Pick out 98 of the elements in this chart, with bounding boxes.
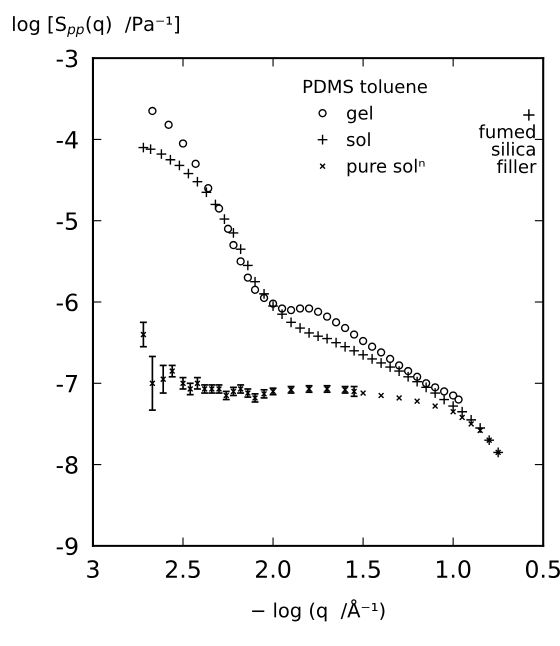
point <box>145 144 156 155</box>
point <box>244 273 252 282</box>
point <box>396 394 402 402</box>
legend-label: gel <box>347 106 372 124</box>
point <box>138 142 149 154</box>
y-axis-title: log [S$_{pp}$(q) /Pa⁻¹] <box>13 16 179 37</box>
point <box>386 354 394 364</box>
point <box>224 224 232 234</box>
point <box>174 160 185 171</box>
point <box>192 176 203 188</box>
point <box>394 366 405 377</box>
point <box>330 337 342 348</box>
point <box>169 368 176 374</box>
point <box>286 306 296 314</box>
y-tick-label: -5 <box>56 212 78 230</box>
point <box>358 336 368 346</box>
legend-label: pure solⁿ <box>348 158 425 176</box>
y-tick-label: -7 <box>56 375 78 392</box>
point <box>164 120 173 129</box>
point <box>148 106 157 116</box>
point <box>200 186 212 198</box>
point <box>182 168 194 180</box>
point <box>191 160 200 168</box>
point <box>402 371 414 382</box>
x-tick-label: 0.5 <box>526 560 560 578</box>
point <box>294 322 306 334</box>
y-tick-label: -6 <box>56 293 78 312</box>
point <box>420 382 432 393</box>
point <box>366 353 378 364</box>
point <box>312 330 324 342</box>
point <box>412 372 422 381</box>
point <box>149 380 156 386</box>
point <box>422 379 430 388</box>
y-tick-label: -8 <box>56 456 78 474</box>
point <box>210 198 221 210</box>
point <box>322 333 333 344</box>
point <box>164 154 176 166</box>
point <box>296 304 304 313</box>
point <box>448 400 459 412</box>
legend-label: sol <box>347 132 370 146</box>
point <box>376 348 386 357</box>
point <box>250 286 260 294</box>
x-tick-label: 2.5 <box>166 560 200 578</box>
point <box>276 308 288 320</box>
point <box>214 204 224 213</box>
annotation: + fumed silica filler <box>478 109 536 174</box>
y-tick-label: -4 <box>56 131 78 148</box>
point <box>204 184 212 192</box>
point <box>454 395 463 404</box>
point <box>368 342 376 351</box>
point <box>414 398 420 404</box>
point <box>314 308 322 316</box>
point <box>332 318 340 326</box>
point <box>340 341 351 352</box>
point <box>242 260 254 271</box>
point <box>438 394 450 406</box>
point <box>268 300 279 312</box>
point <box>348 345 360 356</box>
point <box>430 383 440 392</box>
x-tick-label: 3 <box>87 560 99 578</box>
point <box>236 257 245 266</box>
y-tick-label: -3 <box>56 50 78 68</box>
point <box>268 299 278 308</box>
point <box>430 387 441 399</box>
point <box>384 361 396 373</box>
legend-title: PDMS toluene <box>304 79 427 94</box>
point <box>286 316 297 328</box>
point <box>218 214 230 225</box>
point <box>350 330 358 339</box>
point <box>235 244 246 255</box>
point <box>258 288 270 300</box>
point <box>448 391 458 400</box>
point <box>260 294 268 302</box>
y-tick-label: -9 <box>56 537 78 556</box>
point <box>404 366 412 376</box>
x-axis-title: − log (q /Å⁻¹) <box>252 599 384 622</box>
point <box>249 276 261 288</box>
point <box>140 331 147 338</box>
x-tick-label: 1.5 <box>346 560 380 578</box>
point <box>304 304 314 313</box>
point <box>228 227 239 238</box>
point <box>160 376 166 382</box>
point <box>340 324 350 332</box>
point <box>440 387 448 396</box>
point <box>178 139 188 148</box>
point <box>432 402 438 410</box>
point <box>156 148 167 160</box>
point <box>394 361 404 370</box>
point <box>322 312 332 321</box>
point <box>378 392 384 399</box>
point <box>304 327 315 338</box>
point <box>229 240 238 250</box>
point <box>376 357 387 369</box>
x-tick-label: 1.0 <box>436 560 470 578</box>
point <box>278 304 286 313</box>
point <box>358 349 369 360</box>
x-tick-label: 2.0 <box>256 560 290 578</box>
point <box>412 376 423 388</box>
